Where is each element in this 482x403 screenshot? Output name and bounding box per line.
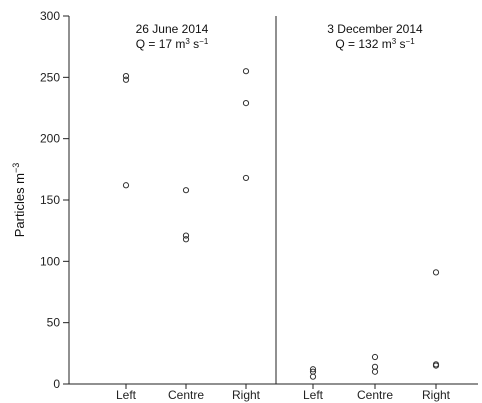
point-panel1-right-3 <box>242 174 250 182</box>
point-panel1-centre-3 <box>182 236 190 243</box>
y-tick-label-150: 150 <box>40 193 60 207</box>
y-axis-title: Particles m−3 <box>11 163 27 238</box>
y-tick-label-200: 200 <box>40 132 60 146</box>
x-tick-label-panel1-left: Left <box>116 388 137 402</box>
panel-2-discharge: Q = 132 m3 s−1 <box>335 37 415 52</box>
panel-2-q-prefix: Q = 132 m <box>335 37 391 51</box>
point-panel1-left-1 <box>122 73 130 80</box>
y-tick-label-50: 50 <box>47 316 61 330</box>
x-tick-label-panel2-centre: Centre <box>357 388 393 402</box>
panel-1-q-unit: s <box>190 37 199 51</box>
y-ticks: 0 50 100 150 200 250 300 <box>40 9 69 391</box>
panel-2-q-exp2: −1 <box>406 37 416 46</box>
point-panel1-centre-1 <box>182 187 190 194</box>
panel-2-title: 3 December 2014 <box>327 22 423 36</box>
y-tick-label-250: 250 <box>40 70 60 84</box>
x-tick-label-panel1-right: Right <box>232 388 261 402</box>
point-panel1-left-3 <box>122 182 130 189</box>
point-panel2-right-3 <box>432 362 440 369</box>
point-panel1-right-1 <box>242 68 250 75</box>
x-tick-label-panel1-centre: Centre <box>168 388 204 402</box>
point-panel2-centre-3 <box>371 368 379 375</box>
x-tick-label-panel2-right: Right <box>422 388 451 402</box>
x-tick-label-panel2-left: Left <box>303 388 324 402</box>
point-panel1-right-2 <box>242 99 250 107</box>
point-panel2-right-1 <box>432 269 440 276</box>
data-points <box>122 68 440 380</box>
panel-1-q-prefix: Q = 17 m <box>136 37 186 51</box>
x-ticks: Left Centre Right Left Centre Right <box>116 384 451 402</box>
panel-1-q-exp1: 3 <box>185 37 190 46</box>
point-panel2-centre-1 <box>371 353 379 361</box>
y-axis-title-exp: −3 <box>11 163 21 173</box>
point-panel2-left-1 <box>309 366 317 373</box>
point-panel1-centre-2 <box>182 232 190 239</box>
point-panel2-left-3 <box>309 373 317 380</box>
y-tick-label-100: 100 <box>40 254 60 268</box>
panel-2-q-unit: s <box>396 37 405 51</box>
panel-1-discharge: Q = 17 m3 s−1 <box>136 37 209 52</box>
panel-1-title: 26 June 2014 <box>136 22 209 36</box>
panel-2-q-exp1: 3 <box>392 37 397 46</box>
y-tick-label-0: 0 <box>53 377 60 391</box>
y-axis-title-main: Particles m <box>12 173 27 237</box>
point-panel1-left-2 <box>122 76 130 83</box>
panel-1-q-exp2: −1 <box>199 37 209 46</box>
y-tick-label-300: 300 <box>40 9 60 23</box>
